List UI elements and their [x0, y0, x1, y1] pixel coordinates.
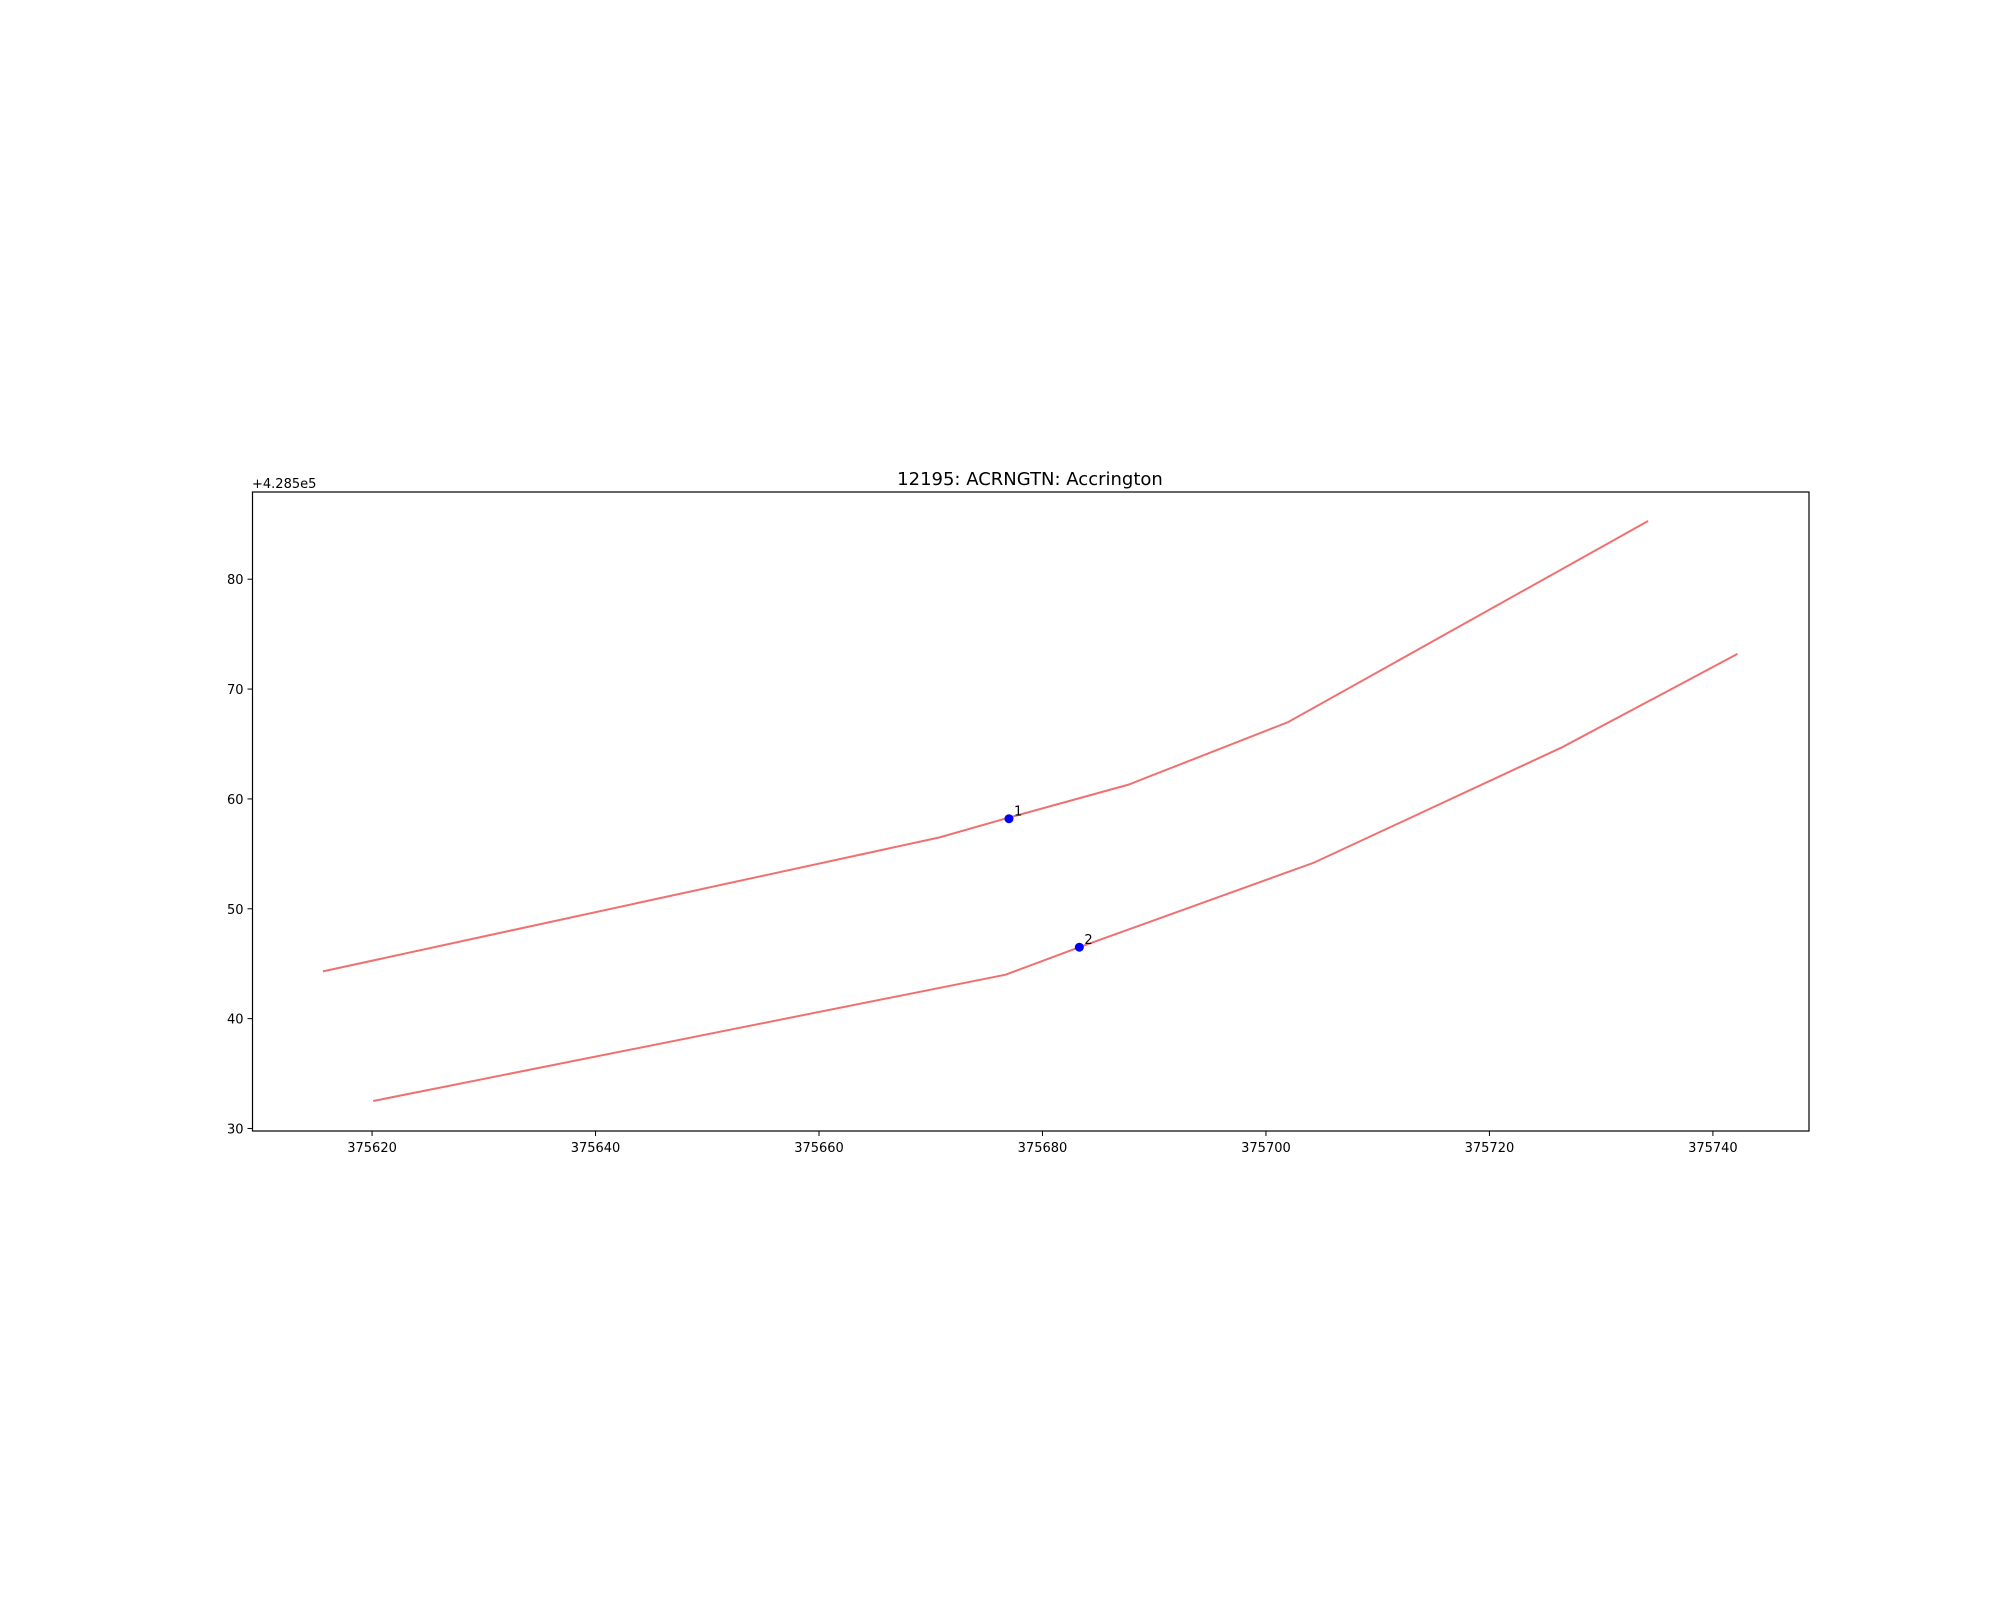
x-tick-label: 375740 — [1688, 1141, 1738, 1156]
y-tick-label: 80 — [227, 573, 244, 588]
y-tick-label: 60 — [227, 793, 244, 808]
point-label: 1 — [1014, 805, 1022, 820]
plot-frame — [251, 491, 1810, 1132]
point — [1074, 942, 1084, 952]
chart-title: 12195: ACRNGTN: Accrington — [897, 469, 1163, 490]
y-tick-label: 50 — [227, 903, 244, 918]
x-tick-label: 375720 — [1465, 1141, 1515, 1156]
line — [372, 653, 1738, 1102]
y-tick-label: 30 — [227, 1122, 244, 1137]
y-tick-label: 40 — [227, 1013, 244, 1028]
line — [322, 520, 1649, 973]
x-tick-label: 375640 — [571, 1141, 621, 1156]
point — [1004, 814, 1014, 824]
point-label: 2 — [1084, 933, 1092, 948]
x-tick-label: 375620 — [347, 1141, 397, 1156]
x-tick-label: 375660 — [794, 1141, 844, 1156]
x-tick-label: 375700 — [1241, 1141, 1291, 1156]
y-offset-label: +4.285e5 — [252, 477, 316, 492]
y-tick-label: 70 — [227, 683, 244, 698]
x-tick-label: 375680 — [1018, 1141, 1068, 1156]
